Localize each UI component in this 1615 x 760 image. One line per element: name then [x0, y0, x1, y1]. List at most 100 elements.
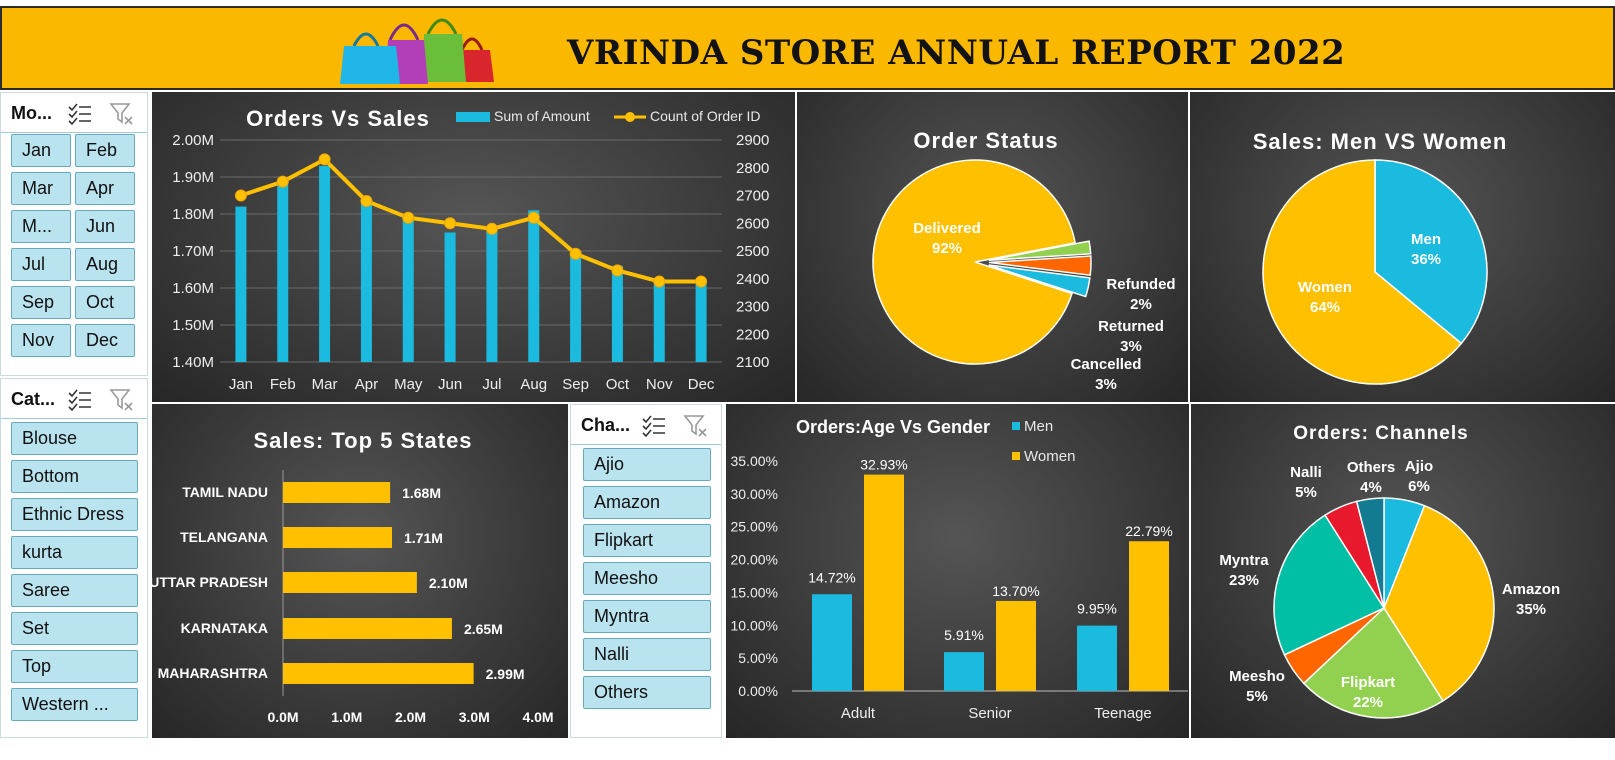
- state-label-karnataka: KARNATAKA: [181, 620, 268, 636]
- multi-select-icon[interactable]: [641, 413, 667, 439]
- slicer-channel-item-nalli[interactable]: Nalli: [583, 638, 711, 671]
- point-mar: [318, 153, 331, 166]
- men-vs-women-panel: Sales: Men VS Women Men 36% Women 64%: [1190, 92, 1615, 402]
- slicer-month-item-feb[interactable]: Feb: [75, 134, 135, 167]
- legend-swatch-sum-of-amount: [456, 112, 490, 122]
- chart-title: Orders:Age Vs Gender: [796, 417, 990, 437]
- channel-slicer-title: Cha...: [581, 415, 631, 435]
- state-label-tamil-nadu: TAMIL NADU: [182, 484, 268, 500]
- bar-jan: [235, 206, 247, 362]
- channels-slice-others: [1355, 497, 1385, 609]
- slicer-category-item-set[interactable]: Set: [11, 612, 138, 645]
- value-label-women-senior: 13.70%: [992, 583, 1039, 599]
- slicer-category-item-blouse[interactable]: Blouse: [11, 422, 138, 455]
- order-status-panel: Order Status Delivered 92% Refunded 2% Return…: [797, 92, 1188, 402]
- y-tick-label: 5.00%: [738, 650, 778, 666]
- slicer-channel-item-meesho[interactable]: Meesho: [583, 562, 711, 595]
- point-feb: [276, 175, 289, 188]
- y-left-tick-label: 1.60M: [172, 280, 214, 297]
- multi-select-icon[interactable]: [67, 387, 93, 413]
- channels-label-amazon: Amazon: [1502, 581, 1560, 598]
- x-tick-label-apr: Apr: [355, 376, 378, 393]
- slicer-category-item-ethnic-dress[interactable]: Ethnic Dress: [11, 498, 138, 531]
- slicer-month-item-jan[interactable]: Jan: [11, 134, 71, 167]
- bar-tamil-nadu: [283, 482, 391, 503]
- y-left-tick-label: 1.90M: [172, 169, 214, 186]
- clear-filter-icon[interactable]: [109, 387, 135, 413]
- y-tick-label: 0.00%: [738, 683, 778, 699]
- age-vs-gender-panel: Orders:Age Vs Gender Men Women 0.00% 5.00% 10…: [726, 404, 1189, 738]
- slicer-month-item-jun[interactable]: Jun: [75, 210, 135, 243]
- slicer-channel-item-flipkart[interactable]: Flipkart: [583, 524, 711, 557]
- bar-maharashtra: [283, 663, 474, 684]
- gender-slice-women: [1262, 159, 1463, 385]
- slicer-channel-item-myntra[interactable]: Myntra: [583, 600, 711, 633]
- channels-label-others: Others: [1347, 459, 1395, 476]
- slicer-category-item-kurta[interactable]: kurta: [11, 536, 138, 569]
- slicer-channel-item-others[interactable]: Others: [583, 676, 711, 709]
- channels-label-myntra: Myntra: [1219, 552, 1269, 569]
- x-tick-label-jul: Jul: [482, 376, 501, 393]
- slicer-category-item-saree[interactable]: Saree: [11, 574, 138, 607]
- month-slicer: Mo... Jan Feb Mar Apr M... Jun Jul Aug Sep Oct Nov…: [0, 92, 148, 376]
- slicer-month-item-nov[interactable]: Nov: [11, 324, 71, 357]
- value-label-telangana: 1.71M: [404, 530, 443, 546]
- y-left-tick-label: 1.70M: [172, 243, 214, 260]
- slicer-category-item-western[interactable]: Western ...: [11, 688, 138, 721]
- slicer-category-item-bottom[interactable]: Bottom: [11, 460, 138, 493]
- y-tick-label: 20.00%: [731, 552, 778, 568]
- order-status-pct-delivered: 92%: [932, 240, 962, 257]
- order-status-pct-refunded: 2%: [1130, 296, 1152, 313]
- category-slicer-header: Cat...: [1, 379, 147, 419]
- legend-swatch-women: [1012, 452, 1020, 460]
- x-tick-label: 2.0M: [395, 709, 426, 725]
- clear-filter-icon[interactable]: [109, 101, 135, 127]
- legend-swatch-men: [1012, 422, 1020, 430]
- slicer-channel-item-amazon[interactable]: Amazon: [583, 486, 711, 519]
- x-tick-label-oct: Oct: [606, 376, 630, 393]
- slicer-month-item-mar[interactable]: Mar: [11, 172, 71, 205]
- slicer-month-item-jul[interactable]: Jul: [11, 248, 71, 281]
- order-status-slice-refunded: [988, 240, 1092, 261]
- x-tick-label-dec: Dec: [688, 376, 715, 393]
- slicer-month-item-m[interactable]: M...: [11, 210, 71, 243]
- slicer-month-item-oct[interactable]: Oct: [75, 286, 135, 319]
- slicer-category-item-top[interactable]: Top: [11, 650, 138, 683]
- value-label-tamil-nadu: 1.68M: [402, 485, 441, 501]
- x-tick-label-may: May: [394, 376, 423, 393]
- channel-slicer-header: Cha...: [571, 405, 721, 445]
- state-label-maharashtra: MAHARASHTRA: [158, 665, 268, 681]
- y-right-tick-label: 2400: [736, 271, 769, 288]
- point-may: [402, 211, 415, 224]
- bar-uttar-pradesh: [283, 572, 417, 593]
- month-slicer-title: Mo...: [11, 103, 52, 123]
- legend-marker-count-of-order-id: [625, 112, 635, 122]
- multi-select-icon[interactable]: [67, 101, 93, 127]
- slicer-month-item-aug[interactable]: Aug: [75, 248, 135, 281]
- y-right-tick-label: 2600: [736, 215, 769, 232]
- gender-label-men: Men: [1411, 231, 1441, 248]
- slicer-month-item-apr[interactable]: Apr: [75, 172, 135, 205]
- y-left-tick-label: 1.80M: [172, 206, 214, 223]
- channels-pct-myntra: 23%: [1229, 572, 1259, 589]
- x-tick-label: 4.0M: [522, 709, 553, 725]
- bar-telangana: [283, 527, 393, 548]
- category-slicer: Cat... Blouse Bottom Ethnic Dress kurta Sare…: [0, 378, 148, 738]
- bar-men-senior: [944, 652, 984, 691]
- state-label-telangana: TELANGANA: [180, 529, 268, 545]
- legend-label-women: Women: [1024, 448, 1075, 465]
- y-tick-label: 25.00%: [731, 519, 778, 535]
- order-status-slice-delivered: [872, 159, 1077, 365]
- chart-title: Order Status: [913, 128, 1058, 153]
- bar-men-adult: [812, 594, 852, 691]
- channels-pct-others: 4%: [1360, 479, 1382, 496]
- report-title: VRINDA STORE ANNUAL REPORT 2022: [567, 33, 1346, 73]
- value-label-men-teenage: 9.95%: [1077, 601, 1117, 617]
- channel-slicer: Cha... Ajio Amazon Flipkart Meesho Myntra Nal…: [570, 404, 722, 738]
- y-left-tick-label: 1.40M: [172, 354, 214, 371]
- slicer-channel-item-ajio[interactable]: Ajio: [583, 448, 711, 481]
- slicer-month-item-sep[interactable]: Sep: [11, 286, 71, 319]
- clear-filter-icon[interactable]: [683, 413, 709, 439]
- series-line-count-of-order-id: [240, 156, 702, 284]
- slicer-month-item-dec[interactable]: Dec: [75, 324, 135, 357]
